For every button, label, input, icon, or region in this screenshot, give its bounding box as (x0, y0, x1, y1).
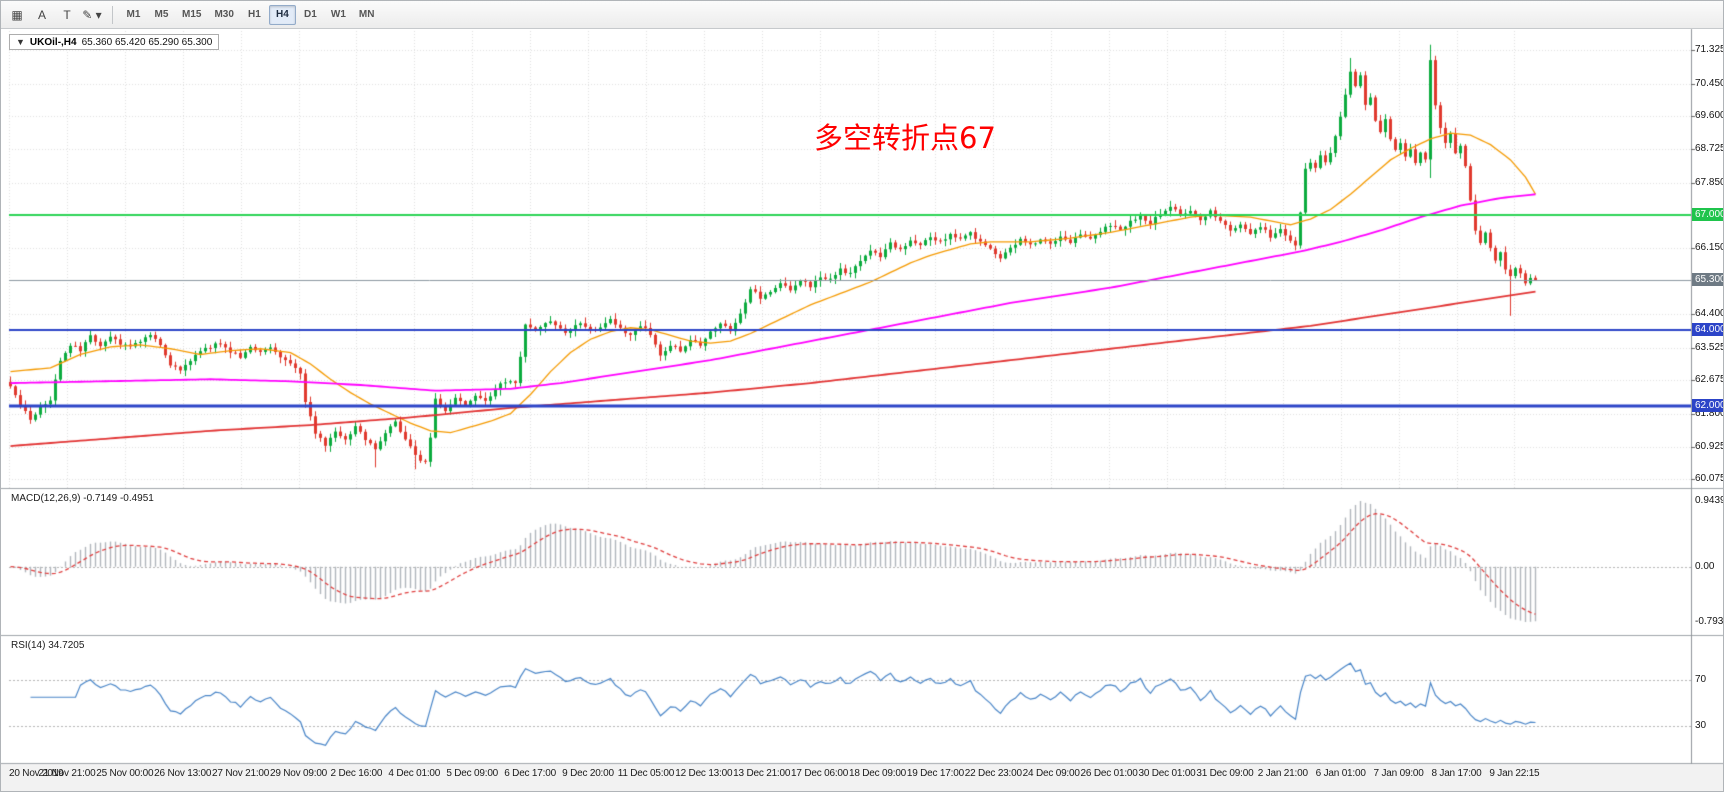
timeframe-button-M1[interactable]: M1 (126, 9, 141, 20)
timeframe-button-H4[interactable]: H4 (268, 4, 296, 25)
time-axis-label: 31 Dec 09:00 (1196, 768, 1254, 779)
price-tick-label: 69.600 (1695, 110, 1724, 122)
price-tick-label: 60.075 (1695, 473, 1724, 485)
timeframe-button-H1[interactable]: H1 (248, 9, 261, 20)
time-axis-label: 9 Jan 22:15 (1489, 768, 1540, 779)
top-toolbar: ▦ A T ✎ ▾ M1 M5 M15 M30 H1 H4 D1 W1 MN (1, 1, 1723, 29)
time-axis-label: 26 Dec 01:00 (1080, 768, 1138, 779)
price-tick-label: 68.725 (1695, 143, 1724, 155)
macd-tick-label: 0.00 (1695, 560, 1715, 572)
time-axis-label: 13 Dec 21:00 (733, 768, 791, 779)
price-line-label-64.000: 64.000 (1692, 322, 1723, 336)
price-line-label-65.300: 65.300 (1692, 273, 1723, 287)
time-axis-label: 2 Dec 16:00 (330, 768, 383, 779)
time-axis-label: 17 Dec 06:00 (791, 768, 849, 779)
one-click-trading-toggle[interactable]: ▼ (16, 37, 25, 47)
timeframe-button-MN[interactable]: MN (358, 9, 375, 20)
text-a-icon[interactable]: A (37, 7, 46, 22)
time-axis-label: 7 Jan 09:00 (1373, 768, 1424, 779)
price-tick-label: 63.525 (1695, 341, 1724, 353)
time-axis-label: 6 Jan 01:00 (1315, 768, 1366, 779)
time-axis-label: 2 Jan 21:00 (1257, 768, 1308, 779)
time-axis-label: 20 Nov 2019 (9, 768, 64, 779)
time-axis-label: 12 Dec 13:00 (675, 768, 733, 779)
drawing-tools-group: ▦ A T ✎ ▾ (5, 4, 105, 26)
macd-tick-label: 0.9439 (1695, 495, 1724, 506)
macd-indicator-label: MACD(12,26,9) -0.7149 -0.4951 (11, 493, 154, 504)
time-axis-label: 11 Dec 05:00 (617, 768, 675, 779)
timeframe-button-M15[interactable]: M15 (182, 9, 202, 20)
time-axis-label: 30 Dec 01:00 (1138, 768, 1196, 779)
macd-tick-label: -0.7939 (1695, 616, 1724, 627)
time-axis-label: 25 Nov 00:00 (96, 768, 154, 779)
time-axis-label: 22 Dec 23:00 (964, 768, 1022, 779)
price-line-label-67.000: 67.000 (1692, 208, 1723, 222)
grid-chart-icon[interactable]: ▦ (11, 7, 23, 22)
time-axis-label: 4 Dec 01:00 (388, 768, 441, 779)
timeframe-button-M5[interactable]: M5 (154, 9, 169, 20)
chart-title-box: ▼ UKOil-,H4 65.360 65.420 65.290 65.300 (9, 34, 220, 50)
pencil-draw-icon[interactable]: ✎ ▾ (82, 7, 102, 22)
rsi-level-label: 70 (1695, 674, 1707, 685)
time-axis-label: 6 Dec 17:00 (504, 768, 556, 779)
price-tick-label: 67.850 (1695, 176, 1724, 188)
price-tick-label: 66.150 (1695, 241, 1724, 253)
chart-symbol-label: UKOil-,H4 (29, 36, 77, 48)
price-tick-label: 61.800 (1695, 407, 1724, 419)
time-axis-label: 26 Nov 13:00 (154, 768, 212, 779)
time-axis-label: 19 Dec 17:00 (906, 768, 964, 779)
chart-ohlc-values: 65.360 65.420 65.290 65.300 (81, 36, 213, 48)
price-tick-label: 64.400 (1695, 308, 1724, 320)
rsi-indicator-label: RSI(14) 34.7205 (11, 640, 85, 651)
toolbar-separator (112, 5, 113, 24)
time-axis-label: 18 Dec 09:00 (848, 768, 907, 779)
price-tick-label: 70.450 (1695, 77, 1724, 89)
timeframe-button-W1[interactable]: W1 (330, 9, 346, 20)
price-tick-label: 60.925 (1695, 440, 1724, 452)
text-label-icon[interactable]: T (63, 7, 71, 22)
time-axis-label: 5 Dec 09:00 (446, 768, 499, 779)
time-axis-label: 8 Jan 17:00 (1431, 768, 1482, 779)
time-axis-label: 21 Nov 21:00 (38, 768, 96, 779)
chart-text-annotation[interactable]: 多空转折点67 (814, 121, 996, 155)
time-axis-label: 27 Nov 21:00 (212, 768, 270, 779)
timeframe-button-D1[interactable]: D1 (304, 9, 317, 20)
price-line-label-62.000: 62.000 (1692, 398, 1723, 412)
price-tick-label: 71.325 (1695, 44, 1724, 56)
time-axis-label: 24 Dec 09:00 (1022, 768, 1080, 779)
timeframe-button-M30[interactable]: M30 (214, 9, 234, 20)
time-axis-label: 9 Dec 20:00 (562, 768, 614, 779)
timeframe-toolbar: M1 M5 M15 M30 H1 H4 D1 W1 MN (120, 4, 381, 25)
price-tick-label: 62.675 (1695, 374, 1724, 386)
time-axis-label: 29 Nov 09:00 (269, 768, 328, 779)
rsi-level-label: 30 (1695, 720, 1707, 731)
